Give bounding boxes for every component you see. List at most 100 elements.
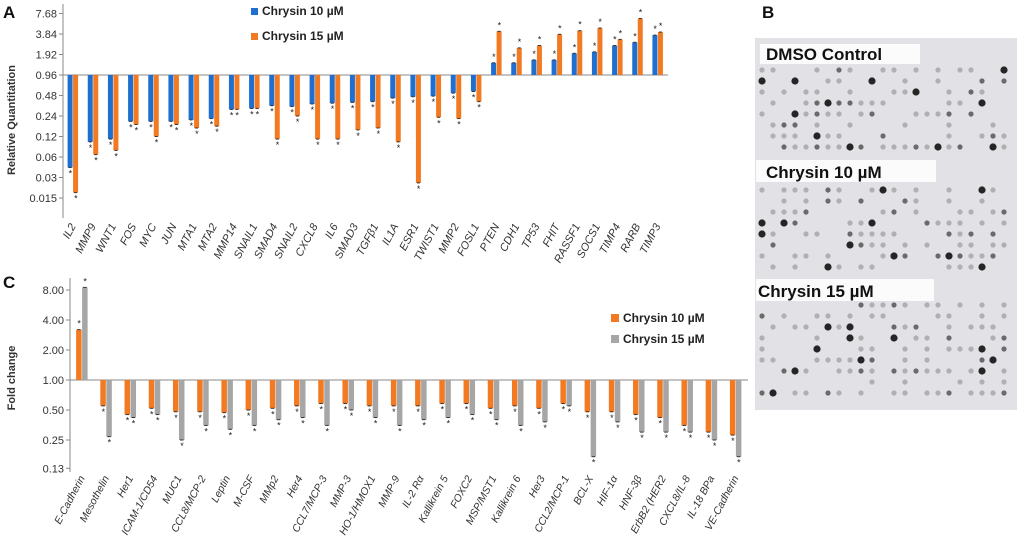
significance-star: * (639, 7, 643, 17)
bar (372, 380, 379, 418)
blot-spot (1001, 335, 1007, 341)
blot-spot (979, 357, 985, 363)
bar (614, 380, 621, 422)
bar (194, 75, 200, 128)
y-tick-label: 0.06 (36, 152, 57, 164)
bar (439, 380, 445, 404)
significance-star: * (311, 105, 315, 115)
significance-star: * (592, 458, 596, 468)
blot-spot (935, 78, 941, 84)
blot-spot (1001, 144, 1007, 150)
bar (214, 75, 220, 127)
blot-spot (759, 313, 765, 319)
significance-star: * (538, 35, 542, 45)
blot-spot (891, 324, 897, 330)
significance-star: * (377, 129, 381, 139)
blot-spot (946, 187, 952, 193)
blot-spot (957, 302, 963, 308)
category-label: MUC1 (160, 474, 185, 506)
blot-spot (836, 264, 842, 270)
blot-spot (902, 324, 908, 330)
blot-spot (836, 78, 842, 84)
significance-star: * (398, 426, 402, 436)
blot-spot (924, 242, 930, 248)
blot-spot (880, 144, 886, 150)
significance-star: * (94, 156, 98, 166)
bar (542, 380, 548, 422)
bar (234, 75, 240, 110)
blot-spot (902, 302, 908, 308)
blot-spot (758, 77, 766, 85)
bar (168, 75, 174, 122)
blot-spot (836, 111, 842, 117)
significance-star: * (422, 421, 426, 431)
significance-star: * (250, 109, 254, 119)
bar (178, 380, 185, 440)
blot-spot (825, 313, 831, 319)
blot-spot (792, 122, 798, 128)
blot-spot (825, 78, 831, 84)
blot-spot (946, 390, 952, 396)
blot-spot (979, 133, 985, 139)
blot-spot (946, 313, 952, 319)
blot-spot (990, 390, 996, 396)
significance-star: * (295, 407, 299, 417)
bar (463, 380, 470, 404)
blot-spot (935, 368, 941, 374)
blot-spot (968, 324, 974, 330)
bar (294, 380, 300, 406)
blot-spot (792, 324, 798, 330)
significance-star: * (256, 109, 260, 119)
blot-spot (979, 302, 985, 308)
bar (370, 75, 376, 102)
category-label: MYC (137, 222, 159, 249)
blot-spot (968, 111, 974, 117)
significance-star: * (129, 122, 133, 132)
significance-star: * (689, 433, 693, 443)
significance-star: * (537, 409, 541, 419)
significance-star: * (731, 436, 735, 446)
blot-label-chrysin-10: Chrysin 10 µM (766, 163, 882, 182)
blot-spot (957, 209, 963, 215)
blot-spot (869, 242, 875, 248)
significance-star: * (230, 110, 234, 120)
panel-b: B DMSO Control Chrysin 10 µM Chrysin 15 … (755, 3, 1017, 410)
blot-spot (946, 100, 952, 106)
blot-spot (858, 242, 864, 248)
blot-spot (913, 335, 919, 341)
bar (652, 35, 658, 75)
significance-star: * (568, 407, 572, 417)
blot-spot (913, 324, 919, 330)
bar (106, 380, 112, 437)
blot-spot (968, 368, 974, 374)
blot-spot (990, 187, 996, 193)
blot-spot (880, 231, 886, 237)
blot-spot (814, 122, 820, 128)
blot-spot (869, 111, 875, 117)
blot-spot (935, 111, 941, 117)
blot-spot (1001, 133, 1007, 139)
significance-star: * (558, 23, 562, 33)
significance-star: * (619, 28, 623, 38)
blot-spot (758, 230, 766, 238)
blot-spot (924, 357, 930, 363)
significance-star: * (325, 426, 329, 436)
bar (445, 380, 451, 418)
blot-spot (880, 313, 886, 319)
bar (617, 39, 623, 75)
blot-spot (913, 67, 919, 73)
blot-spot (935, 302, 941, 308)
bar (584, 380, 591, 412)
blot-spot (968, 264, 974, 270)
blot-spot (803, 111, 809, 117)
category-label: MMP-3 (328, 474, 355, 510)
significance-star: * (437, 118, 441, 128)
blot-spot (770, 209, 776, 215)
bar (173, 75, 179, 125)
blot-spot (891, 302, 897, 308)
bar (531, 59, 537, 75)
blot-spot (880, 100, 886, 106)
dot-blot-membrane (755, 38, 1017, 410)
blot-spot (891, 67, 897, 73)
